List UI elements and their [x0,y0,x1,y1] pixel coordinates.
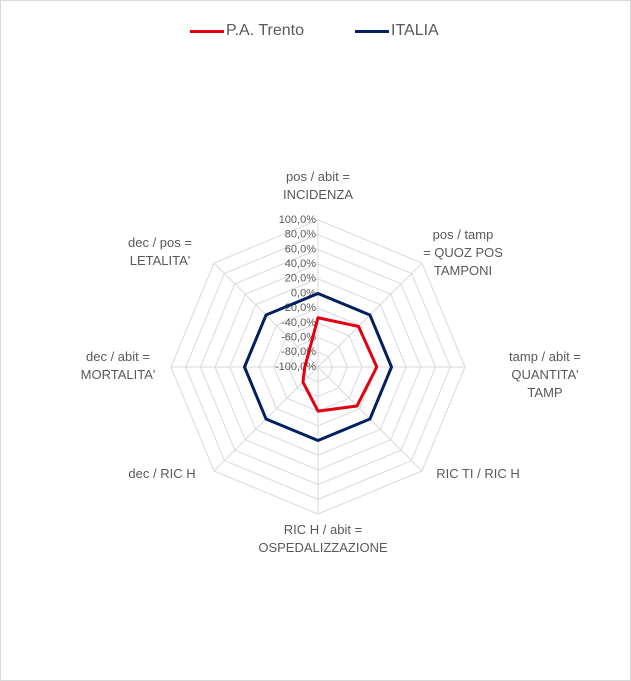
r-tick-label: 100,0% [279,214,317,226]
legend-label: P.A. Trento [226,22,304,39]
legend-swatch [190,29,224,33]
series-line [243,292,393,442]
legend-label: ITALIA [391,22,439,39]
category-label: RIC H / abit = OSPEDALIZZAZIONE [258,522,388,555]
r-tick-label: -100,0% [275,361,316,373]
r-tick-label: -40,0% [281,317,316,329]
r-tick-label: 0,0% [291,287,316,299]
legend-item: ITALIA [355,22,439,40]
legend-swatch [355,29,389,33]
legend-item: P.A. Trento [190,22,304,40]
r-tick-label: 60,0% [285,243,316,255]
r-tick-label: -60,0% [281,332,316,344]
category-label: dec / pos = LETALITA' [128,235,192,268]
r-tick-label: 80,0% [285,229,316,241]
series-line [301,316,379,413]
r-tick-label: 20,0% [285,273,316,285]
category-label: dec / abit = MORTALITA' [80,349,156,382]
category-label: RIC TI / RIC H [436,466,520,481]
category-label: dec / RIC H [128,466,196,481]
r-tick-label: 40,0% [285,258,316,270]
category-label: pos / tamp = QUOZ POS TAMPONI [423,227,503,278]
category-label: pos / abit = INCIDENZA [282,169,354,202]
category-label: tamp / abit = QUANTITA' TAMP [509,349,581,400]
